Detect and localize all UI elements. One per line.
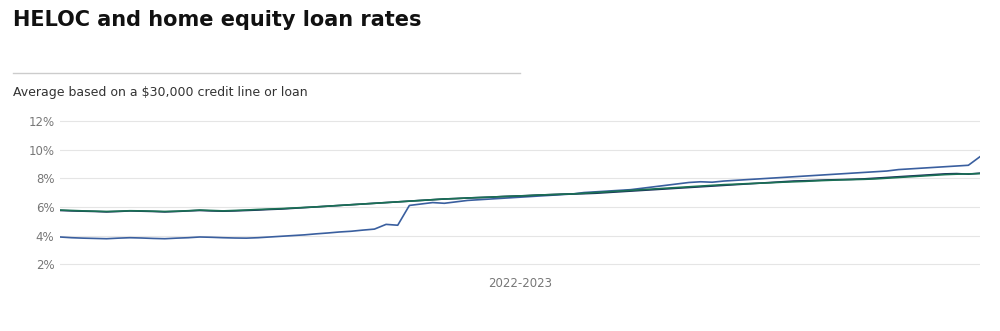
- Text: HELOC and home equity loan rates: HELOC and home equity loan rates: [13, 10, 422, 30]
- Text: Average based on a $30,000 credit line or loan: Average based on a $30,000 credit line o…: [13, 86, 308, 99]
